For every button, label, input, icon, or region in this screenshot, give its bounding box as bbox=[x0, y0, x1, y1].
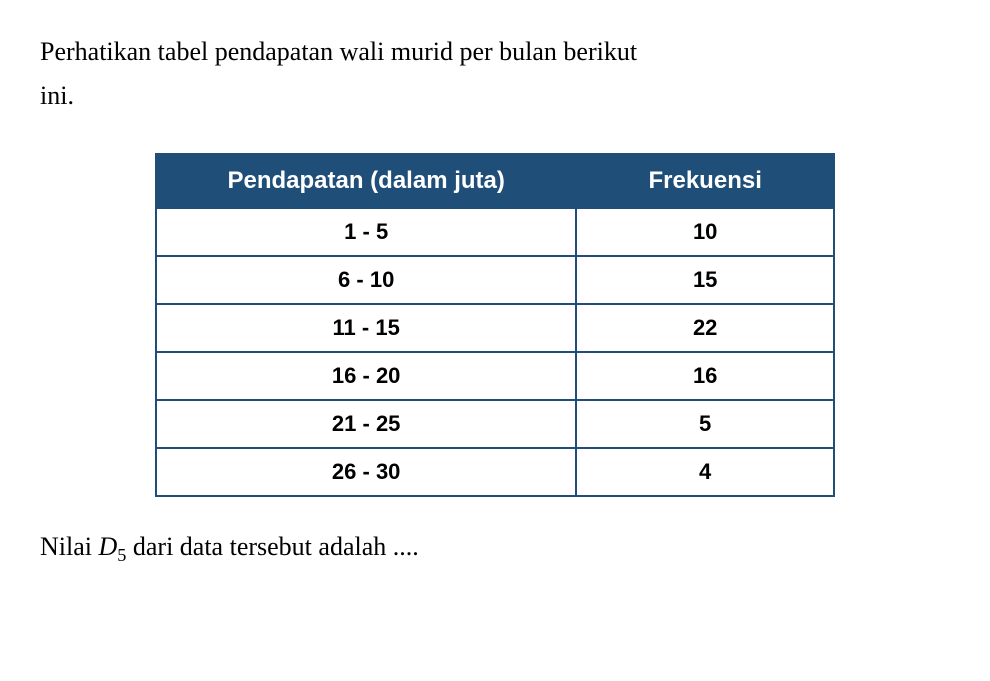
cell-frekuensi: 10 bbox=[576, 208, 834, 256]
table-row: 26 - 30 4 bbox=[156, 448, 834, 496]
intro-line1: Perhatikan tabel pendapatan wali murid p… bbox=[40, 37, 637, 66]
table-row: 21 - 25 5 bbox=[156, 400, 834, 448]
table-container: Pendapatan (dalam juta) Frekuensi 1 - 5 … bbox=[40, 153, 950, 497]
cell-frekuensi: 4 bbox=[576, 448, 834, 496]
cell-frekuensi: 16 bbox=[576, 352, 834, 400]
cell-frekuensi: 5 bbox=[576, 400, 834, 448]
cell-pendapatan: 16 - 20 bbox=[156, 352, 576, 400]
cell-pendapatan: 11 - 15 bbox=[156, 304, 576, 352]
question-subscript: 5 bbox=[117, 546, 126, 566]
intro-line2: ini. bbox=[40, 81, 74, 110]
column-header-pendapatan: Pendapatan (dalam juta) bbox=[156, 154, 576, 208]
cell-frekuensi: 15 bbox=[576, 256, 834, 304]
question-variable: D bbox=[99, 532, 118, 561]
column-header-frekuensi: Frekuensi bbox=[576, 154, 834, 208]
cell-pendapatan: 1 - 5 bbox=[156, 208, 576, 256]
cell-pendapatan: 26 - 30 bbox=[156, 448, 576, 496]
cell-pendapatan: 6 - 10 bbox=[156, 256, 576, 304]
table-row: 1 - 5 10 bbox=[156, 208, 834, 256]
intro-text: Perhatikan tabel pendapatan wali murid p… bbox=[40, 30, 950, 118]
question-prefix: Nilai bbox=[40, 532, 99, 561]
cell-frekuensi: 22 bbox=[576, 304, 834, 352]
table-row: 6 - 10 15 bbox=[156, 256, 834, 304]
cell-pendapatan: 21 - 25 bbox=[156, 400, 576, 448]
table-row: 16 - 20 16 bbox=[156, 352, 834, 400]
question-text: Nilai D5 dari data tersebut adalah .... bbox=[40, 532, 950, 566]
question-suffix: dari data tersebut adalah .... bbox=[126, 532, 418, 561]
data-table: Pendapatan (dalam juta) Frekuensi 1 - 5 … bbox=[155, 153, 835, 497]
table-row: 11 - 15 22 bbox=[156, 304, 834, 352]
